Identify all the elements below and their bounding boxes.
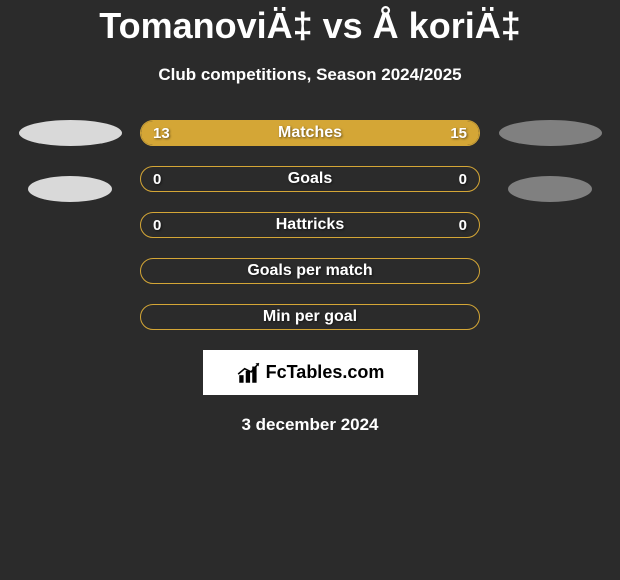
subtitle: Club competitions, Season 2024/2025 xyxy=(158,65,461,85)
stat-label: Goals per match xyxy=(247,262,372,280)
stat-row: 0 Goals 0 xyxy=(140,166,480,192)
player-marker-left xyxy=(19,120,122,146)
stat-value-left: 0 xyxy=(153,217,161,234)
stats-area: 13 Matches 15 0 Goals 0 0 Hattricks 0 Goals per m… xyxy=(10,120,610,330)
footer-brand-text: FcTables.com xyxy=(266,362,385,383)
stat-row: Min per goal xyxy=(140,304,480,330)
footer-date: 3 december 2024 xyxy=(241,415,378,435)
stat-value-right: 0 xyxy=(459,217,467,234)
left-ellipse-column xyxy=(10,120,130,330)
stat-row: 13 Matches 15 xyxy=(140,120,480,146)
chart-icon xyxy=(236,360,262,386)
stat-row: 0 Hattricks 0 xyxy=(140,212,480,238)
stat-value-right: 0 xyxy=(459,171,467,188)
player-marker-right xyxy=(508,176,592,202)
stats-center-column: 13 Matches 15 0 Goals 0 0 Hattricks 0 Goals per m… xyxy=(140,120,480,330)
stat-label: Hattricks xyxy=(276,216,344,234)
stat-label: Min per goal xyxy=(263,308,357,326)
stat-row: Goals per match xyxy=(140,258,480,284)
right-ellipse-column xyxy=(490,120,610,330)
player-marker-right xyxy=(499,120,602,146)
stat-label: Goals xyxy=(288,170,332,188)
stat-value-right: 15 xyxy=(450,125,467,142)
player-marker-left xyxy=(28,176,112,202)
stat-value-left: 0 xyxy=(153,171,161,188)
stat-label: Matches xyxy=(278,124,342,142)
footer-brand-badge[interactable]: FcTables.com xyxy=(203,350,418,395)
page-title: TomanoviÄ‡ vs Å koriÄ‡ xyxy=(99,5,520,47)
stat-value-left: 13 xyxy=(153,125,170,142)
